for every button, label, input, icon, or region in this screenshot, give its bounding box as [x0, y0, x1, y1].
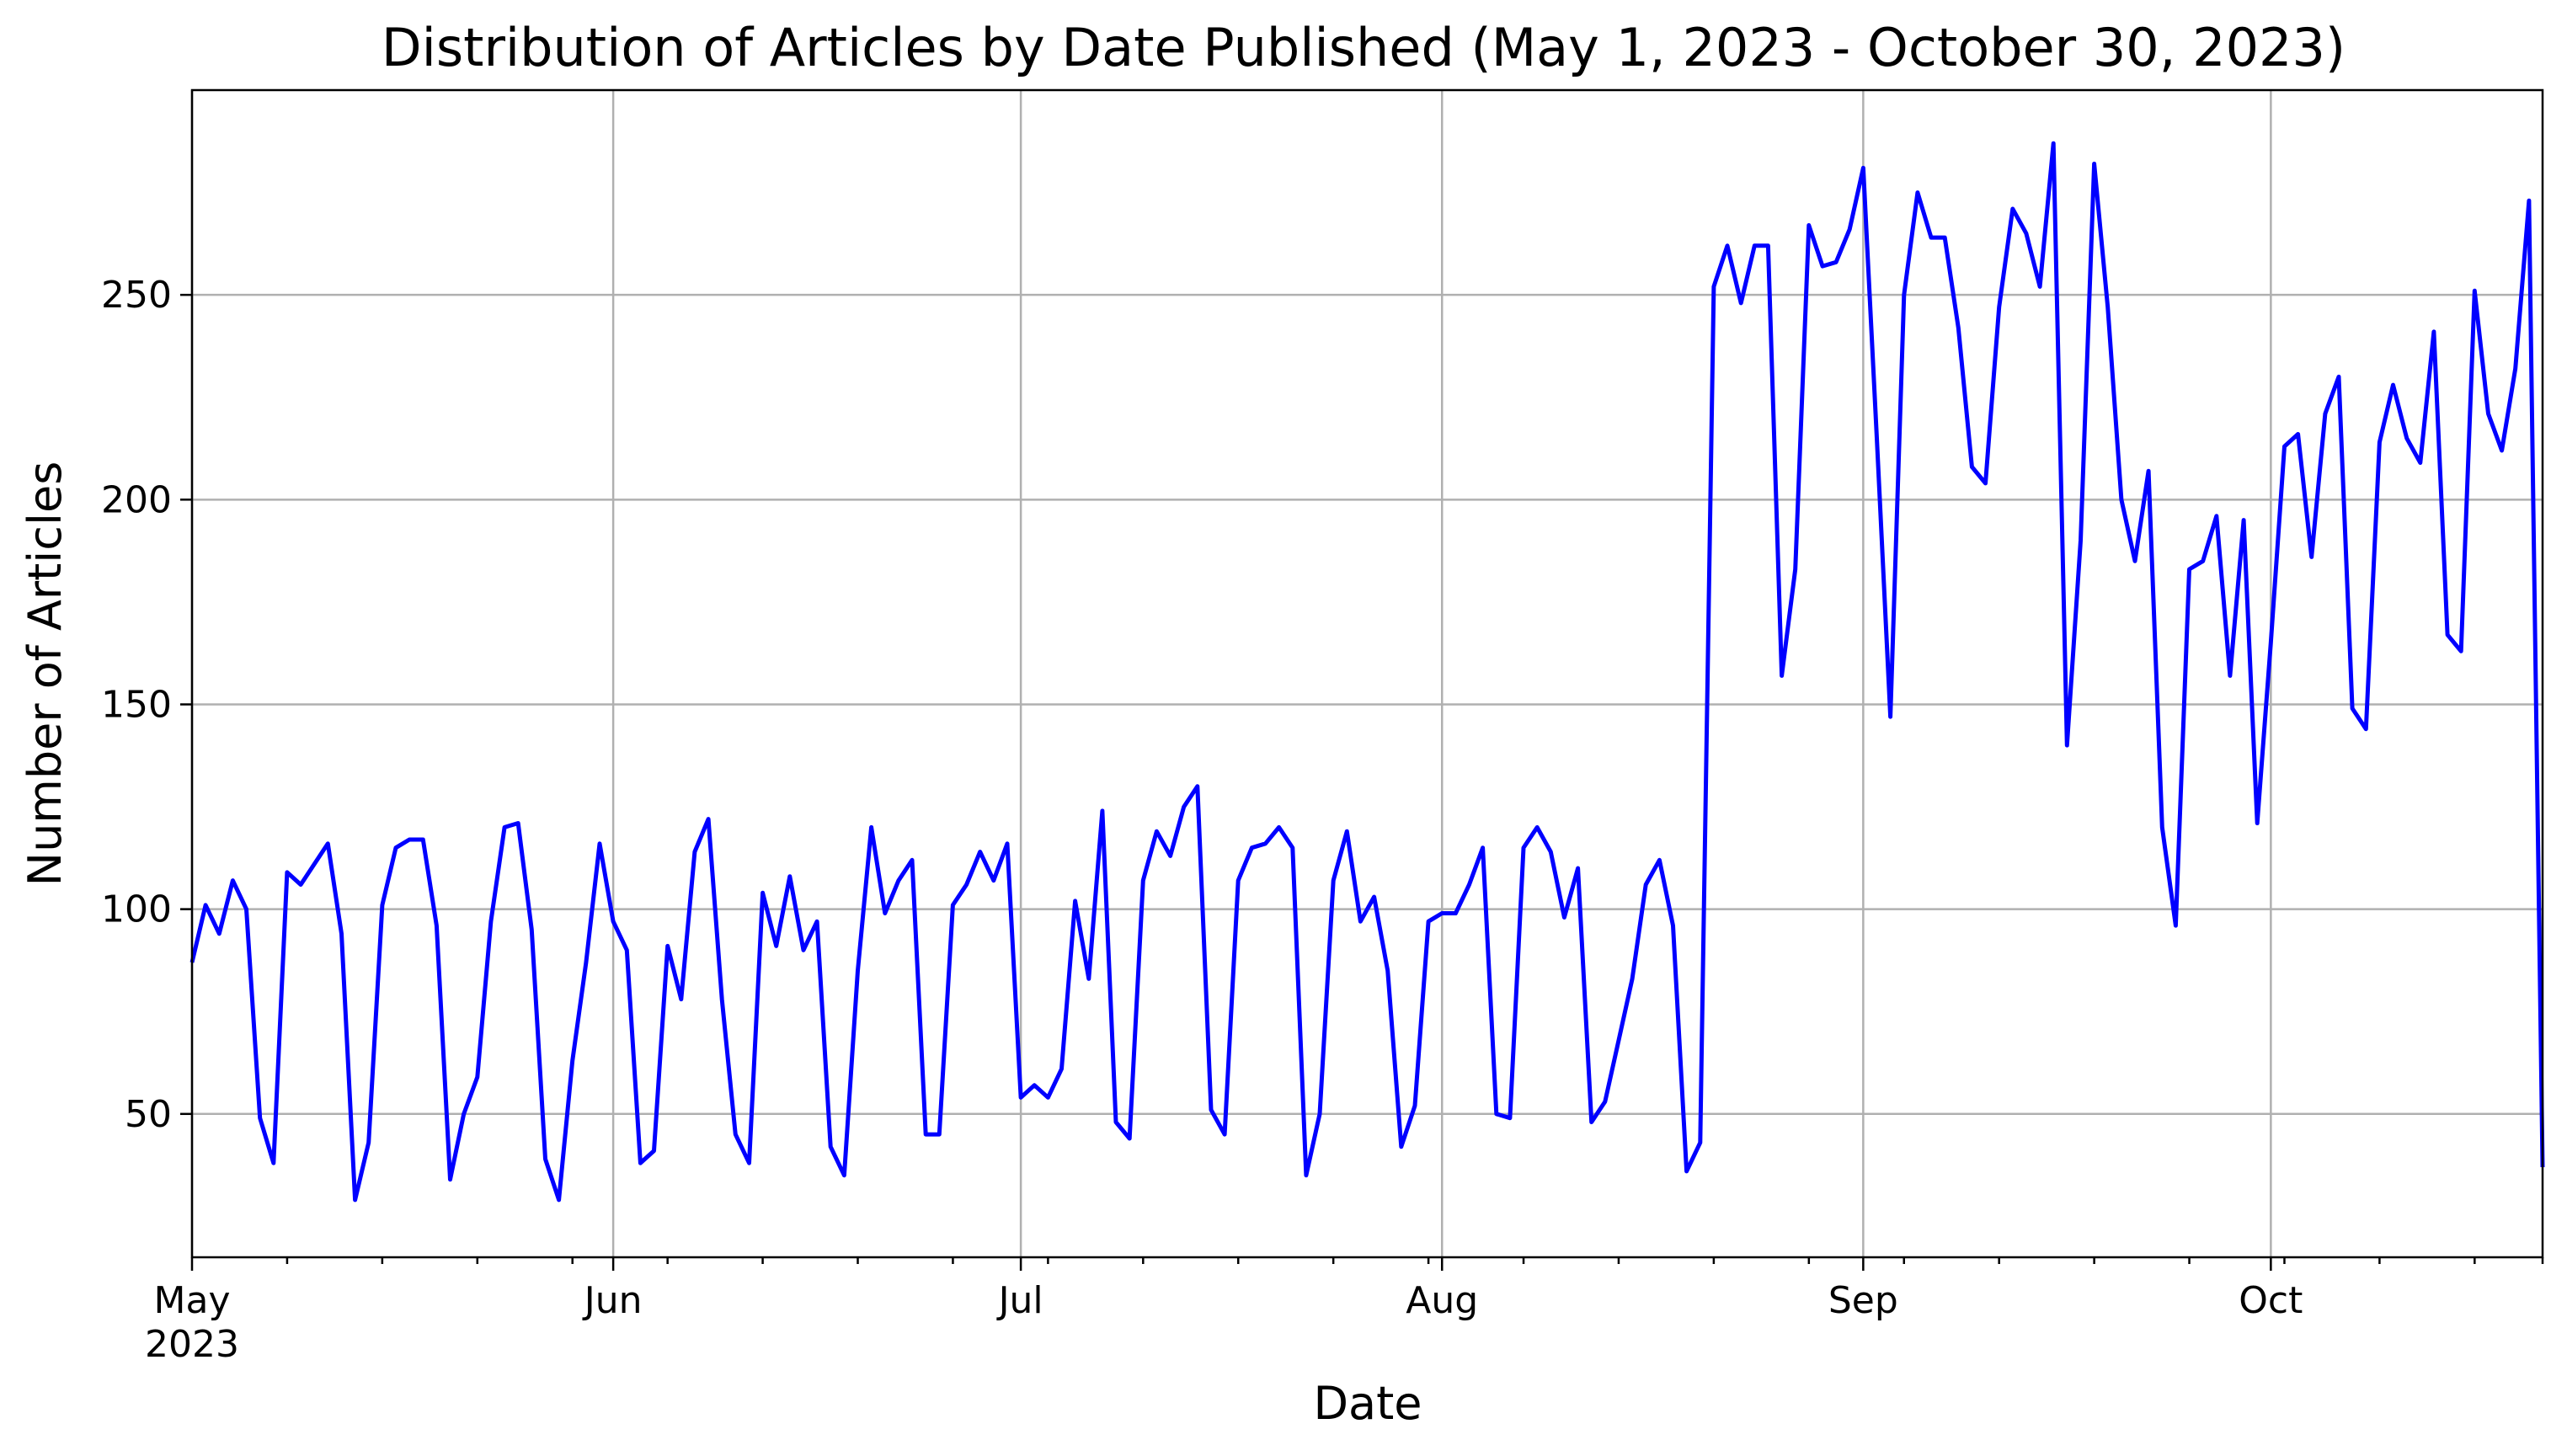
y-axis-ticks: 50 100 150 200 250	[101, 274, 192, 1136]
x-tick-label: Jul	[996, 1279, 1043, 1322]
x-axis-label: Date	[1313, 1377, 1422, 1430]
plot-frame	[190, 88, 2544, 1259]
chart-title: Distribution of Articles by Date Publish…	[382, 17, 2346, 78]
y-tick-label: 50	[125, 1093, 172, 1136]
y-tick-label: 250	[101, 274, 172, 317]
y-axis-label: Number of Articles	[19, 461, 72, 887]
y-tick-label: 100	[101, 888, 172, 931]
x-tick-label: Aug	[1406, 1279, 1478, 1322]
y-tick-label: 200	[101, 478, 172, 521]
x-tick-label: May	[154, 1279, 231, 1322]
y-tick-label: 150	[101, 683, 172, 726]
series-line	[189, 141, 2545, 1203]
x-tick-label: Oct	[2239, 1279, 2303, 1322]
x-tick-label: Jun	[582, 1279, 643, 1322]
grid-lines	[190, 90, 2543, 1257]
x-tick-label: Sep	[1828, 1279, 1898, 1322]
x-tick-sublabel: 2023	[145, 1323, 239, 1366]
x-minor-ticks	[286, 1257, 2544, 1264]
